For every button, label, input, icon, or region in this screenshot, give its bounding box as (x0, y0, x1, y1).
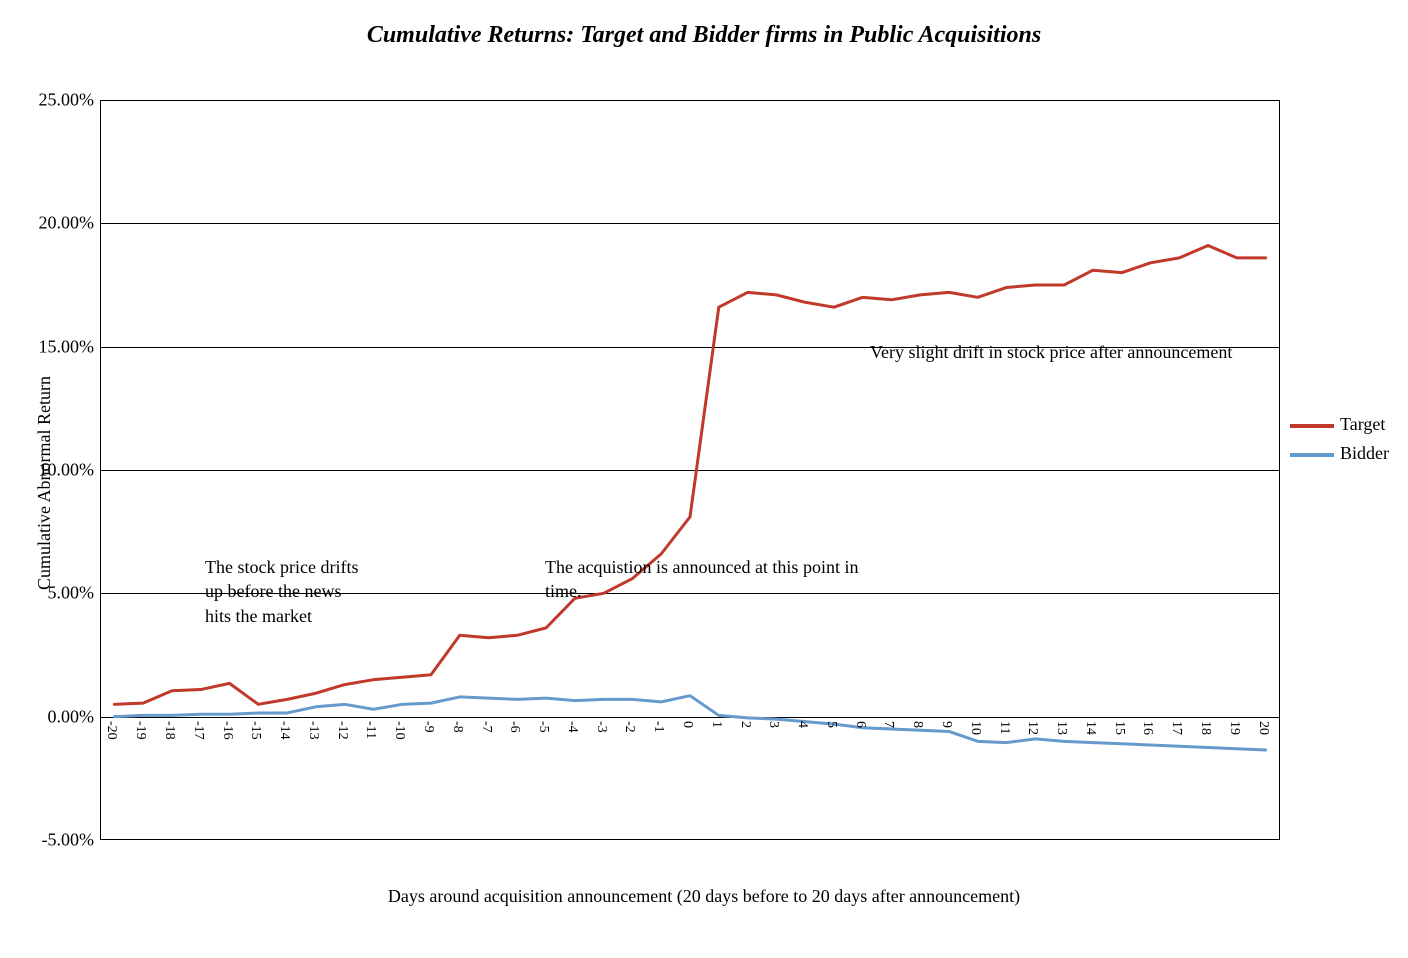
chart-title: Cumulative Returns: Target and Bidder fi… (0, 22, 1408, 49)
x-tick-label: -15 (247, 721, 263, 740)
x-tick-label: -9 (420, 721, 436, 733)
x-tick-label: 12 (1024, 721, 1040, 735)
annotation-drift-after: Very slight drift in stock price after a… (870, 340, 1232, 364)
x-tick-label: -6 (506, 721, 522, 733)
legend-label-target: Target (1340, 414, 1385, 434)
x-tick-label: -19 (132, 721, 148, 740)
x-tick-label: -11 (362, 721, 378, 739)
legend-label-bidder: Bidder (1340, 443, 1389, 463)
x-tick-label: 9 (938, 721, 954, 728)
x-tick-label: -8 (449, 721, 465, 733)
y-tick-label-neg5: -5.00% (0, 830, 94, 851)
x-tick-label: -18 (161, 721, 177, 740)
x-tick-label: 10 (967, 721, 983, 735)
y-axis-title: Cumulative Abnormal Return (34, 376, 55, 590)
x-tick-label: 6 (852, 721, 868, 728)
x-tick-label: 0 (679, 721, 695, 728)
x-tick-label: -13 (305, 721, 321, 740)
x-tick-label: -17 (190, 721, 206, 740)
y-tick-label-15: 15.00% (0, 336, 94, 357)
x-tick-label: 15 (1111, 721, 1127, 735)
x-tick-label: 1 (708, 721, 724, 728)
y-tick-label-5: 5.00% (0, 583, 94, 604)
x-tick-label: -2 (621, 721, 637, 733)
plot-area: -20-19-18-17-16-15-14-13-12-11-10-9-8-7-… (100, 100, 1280, 840)
x-tick-label: 4 (794, 721, 810, 728)
x-tick-label: 16 (1139, 721, 1155, 735)
legend-swatch-bidder (1290, 453, 1334, 457)
x-tick-label: 18 (1197, 721, 1213, 735)
x-tick-label: 2 (737, 721, 753, 728)
x-tick-label: 7 (880, 721, 896, 728)
chart-page: Cumulative Returns: Target and Bidder fi… (0, 0, 1408, 958)
x-tick-label: -3 (593, 721, 609, 733)
x-tick-label: -5 (535, 721, 551, 733)
y-tick-label-10: 10.00% (0, 460, 94, 481)
x-tick-label: 8 (909, 721, 925, 728)
line-series-target (114, 246, 1265, 705)
legend-item-bidder: Bidder (1290, 439, 1389, 468)
y-tick-label-0: 0.00% (0, 706, 94, 727)
x-tick-label: -1 (650, 721, 666, 733)
x-axis-title: Days around acquisition announcement (20… (0, 886, 1408, 907)
annotation-drift-before: The stock price driftsup before the news… (205, 555, 358, 628)
x-tick-label: 19 (1226, 721, 1242, 735)
legend-item-target: Target (1290, 410, 1389, 439)
x-tick-label: 17 (1168, 721, 1184, 735)
x-tick-label: -20 (103, 721, 119, 740)
x-tick-label: 3 (765, 721, 781, 728)
x-tick-label: -12 (334, 721, 350, 740)
x-tick-label: -4 (564, 721, 580, 733)
legend-swatch-target (1290, 424, 1334, 428)
x-tick-label: -10 (391, 721, 407, 740)
x-tick-label: -7 (478, 721, 494, 733)
x-tick-label: 11 (996, 721, 1012, 734)
legend: Target Bidder (1290, 410, 1389, 468)
x-tick-label: -16 (219, 721, 235, 740)
y-tick-label-20: 20.00% (0, 213, 94, 234)
x-tick-label: 13 (1053, 721, 1069, 735)
x-tick-label: 5 (823, 721, 839, 728)
annotation-announcement: The acquistion is announced at this poin… (545, 555, 858, 604)
y-tick-label-25: 25.00% (0, 90, 94, 111)
x-tick-label: 20 (1255, 721, 1271, 735)
x-tick-label: -14 (276, 721, 292, 740)
x-tick-label: 14 (1082, 721, 1098, 735)
